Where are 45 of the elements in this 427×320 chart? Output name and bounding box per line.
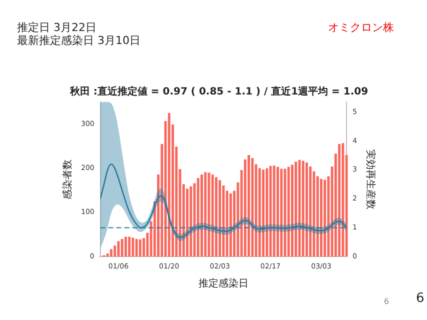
bar <box>211 174 214 257</box>
bar <box>132 238 134 257</box>
bar <box>302 160 304 257</box>
y2-axis-title: 実効再生産数 <box>364 149 376 210</box>
bar <box>272 166 276 257</box>
bar <box>320 178 322 257</box>
bar <box>287 166 290 257</box>
bar <box>120 238 124 257</box>
text: 最新推定感染日 3月10日 <box>17 33 140 48</box>
bar <box>138 239 142 257</box>
bar <box>324 180 326 257</box>
bar <box>229 193 232 257</box>
chart-title: 秋田 :直近推定値 = 0.97 ( 0.85 - 1.1 ) / 直近1週平均 = 1.09 <box>68 86 368 98</box>
bar <box>280 168 283 257</box>
bar <box>251 158 254 257</box>
text: 6 <box>416 291 424 306</box>
bar <box>190 186 192 257</box>
bar <box>342 143 344 257</box>
bar <box>294 162 298 257</box>
y-axis-title: 感染者数 <box>62 159 74 200</box>
bar <box>124 236 127 257</box>
bar <box>266 168 268 257</box>
x-axis-title: 推定感染日 <box>198 278 248 290</box>
bar <box>135 238 138 257</box>
bar <box>168 113 170 257</box>
bar <box>128 236 131 257</box>
bar <box>110 249 112 257</box>
bar <box>200 174 203 257</box>
bar <box>306 162 308 257</box>
text: 6 <box>384 297 390 306</box>
bar <box>196 178 200 257</box>
text: 推定日 3月22日 <box>17 20 96 34</box>
bar <box>244 159 246 257</box>
bar <box>248 155 250 257</box>
bar <box>204 172 207 257</box>
text: オミクロン株 <box>328 20 394 35</box>
bar <box>214 177 218 257</box>
bar <box>291 164 294 257</box>
bar <box>258 168 261 257</box>
bar <box>276 166 279 257</box>
bar <box>218 180 222 257</box>
bar <box>309 166 312 257</box>
bar <box>117 241 120 257</box>
bar <box>338 144 341 257</box>
bar <box>262 170 264 257</box>
